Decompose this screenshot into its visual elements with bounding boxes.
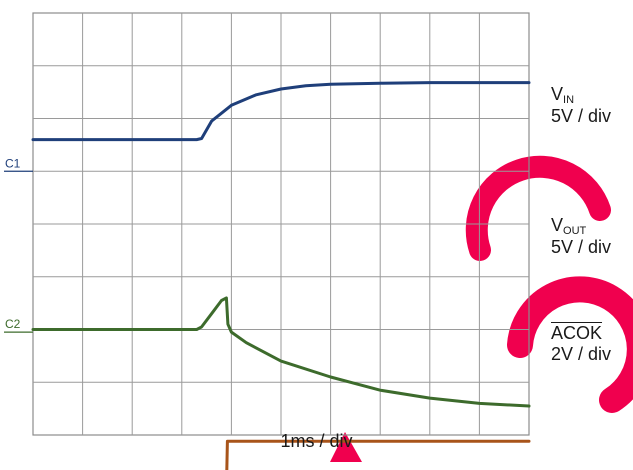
vin-subscript: IN [563,94,575,106]
watermark-arc-top [465,155,611,261]
vout-scale: 5V / div [551,237,612,257]
brand-watermark [330,155,633,462]
watermark-triangle [330,432,362,462]
acok-name: ACOK [551,323,603,343]
trace-v-out [31,296,531,408]
vin-name: V [551,84,564,104]
grid [32,12,530,436]
vout-label: VOUT 5V / div [551,215,611,258]
vin-scale: 5V / div [551,106,612,126]
trace-v-in [31,81,531,142]
watermark-arc-large [507,276,633,413]
channel-marker-label-c1: C1 [5,156,21,170]
channel-markers: C1C2C3 [4,156,33,333]
traces [31,81,531,470]
trace-acok [225,439,531,470]
vin-label: VIN 5V / div [551,84,611,127]
acok-label: ACOK 2V / div [551,323,611,365]
channel-marker-label-c2: C2 [5,317,21,331]
acok-scale: 2V / div [551,344,612,364]
vout-name: V [551,215,564,235]
x-axis-label: 1ms / div [280,431,353,451]
vout-subscript: OUT [563,225,587,237]
